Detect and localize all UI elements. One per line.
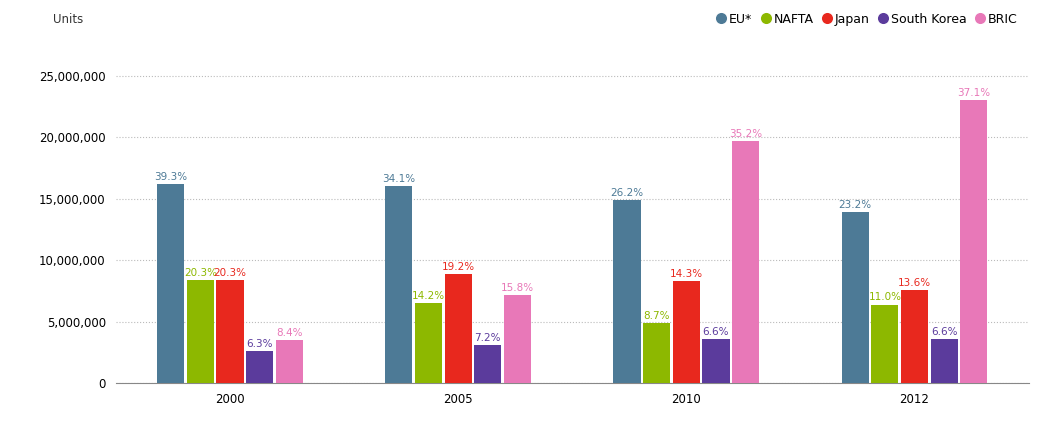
Bar (841, 212, 868, 383)
Text: 13.6%: 13.6% (898, 278, 931, 288)
Bar (504, 295, 531, 383)
Bar (158, 184, 185, 383)
Bar (872, 305, 899, 383)
Text: 14.3%: 14.3% (670, 269, 702, 279)
Text: 35.2%: 35.2% (729, 129, 762, 139)
Text: 8.7%: 8.7% (644, 311, 670, 321)
Bar (187, 280, 214, 383)
Legend: EU*, NAFTA, Japan, South Korea, BRIC: EU*, NAFTA, Japan, South Korea, BRIC (713, 8, 1023, 31)
Text: 37.1%: 37.1% (958, 88, 990, 98)
Text: 26.2%: 26.2% (610, 188, 644, 198)
Bar (613, 200, 640, 383)
Text: 6.6%: 6.6% (702, 327, 730, 337)
Text: 6.6%: 6.6% (931, 327, 958, 337)
Text: 8.4%: 8.4% (276, 328, 302, 338)
Text: 39.3%: 39.3% (154, 172, 187, 182)
Bar (276, 340, 303, 383)
Text: 19.2%: 19.2% (442, 262, 475, 272)
Bar (960, 101, 987, 383)
Bar (444, 274, 471, 383)
Bar (475, 345, 502, 383)
Bar (385, 187, 413, 383)
Text: 15.8%: 15.8% (501, 282, 534, 293)
Bar (702, 339, 730, 383)
Bar (930, 339, 958, 383)
Text: 14.2%: 14.2% (412, 291, 445, 301)
Text: Units: Units (54, 13, 83, 26)
Bar (901, 290, 928, 383)
Bar (415, 303, 442, 383)
Text: 20.3%: 20.3% (184, 268, 217, 278)
Bar (732, 141, 759, 383)
Text: 34.1%: 34.1% (382, 174, 416, 184)
Text: 7.2%: 7.2% (475, 333, 501, 343)
Bar (216, 280, 244, 383)
Bar (246, 351, 273, 383)
Bar (673, 281, 700, 383)
Text: 23.2%: 23.2% (839, 200, 872, 210)
Text: 11.0%: 11.0% (868, 292, 901, 302)
Text: 6.3%: 6.3% (247, 339, 273, 349)
Text: 20.3%: 20.3% (213, 268, 247, 278)
Bar (643, 323, 670, 383)
